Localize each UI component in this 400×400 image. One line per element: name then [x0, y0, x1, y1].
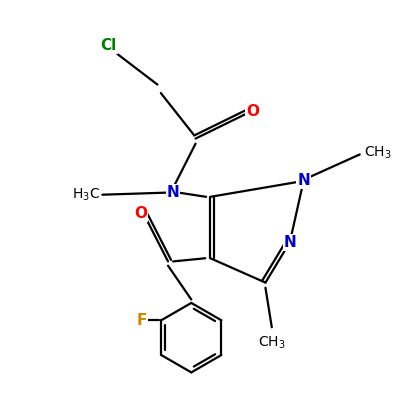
Text: CH$_3$: CH$_3$ [364, 144, 392, 160]
Text: CH$_3$: CH$_3$ [258, 334, 286, 351]
Text: O: O [246, 104, 259, 118]
Text: N: N [297, 174, 310, 188]
Text: N: N [167, 185, 180, 200]
Text: Cl: Cl [100, 38, 117, 53]
Text: F: F [137, 313, 147, 328]
Text: H$_3$C: H$_3$C [72, 186, 100, 203]
Text: N: N [284, 235, 296, 250]
Text: O: O [134, 206, 147, 221]
